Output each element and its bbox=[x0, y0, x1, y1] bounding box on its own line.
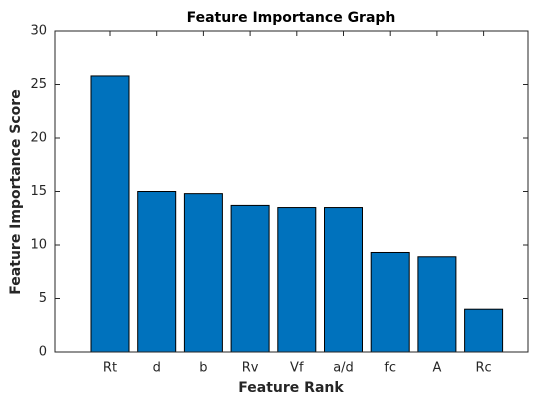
x-tick-label: b bbox=[199, 361, 207, 376]
bar bbox=[183, 193, 223, 353]
y-tick-label: 5 bbox=[39, 291, 47, 306]
chart-title: Feature Importance Graph bbox=[187, 10, 396, 26]
bar bbox=[90, 75, 130, 353]
bar bbox=[324, 207, 363, 353]
y-axis-label: Feature Importance Score bbox=[8, 89, 24, 294]
bar bbox=[277, 207, 317, 353]
bar bbox=[370, 251, 410, 353]
bar bbox=[137, 191, 177, 353]
y-tick-label: 30 bbox=[30, 24, 47, 39]
bar bbox=[464, 308, 504, 353]
y-tick-label: 20 bbox=[30, 131, 47, 146]
axes-box bbox=[54, 30, 529, 353]
y-tick-label: 15 bbox=[30, 184, 47, 199]
x-axis-label: Feature Rank bbox=[238, 380, 344, 396]
y-tick-label: 25 bbox=[30, 77, 47, 92]
x-tick-label: d bbox=[153, 361, 161, 376]
x-tick-label: Rv bbox=[242, 361, 259, 376]
bar bbox=[230, 204, 270, 353]
y-tick-label: 10 bbox=[30, 238, 47, 253]
bar bbox=[417, 256, 457, 353]
x-tick-label: Rt bbox=[103, 361, 117, 376]
x-tick-label: fc bbox=[384, 361, 396, 376]
x-tick-label: Rc bbox=[476, 361, 492, 376]
x-tick-label: Vf bbox=[290, 361, 304, 376]
y-tick-label: 0 bbox=[39, 345, 47, 360]
x-tick-label: A bbox=[432, 361, 441, 376]
x-tick-label: a/d bbox=[333, 361, 354, 376]
